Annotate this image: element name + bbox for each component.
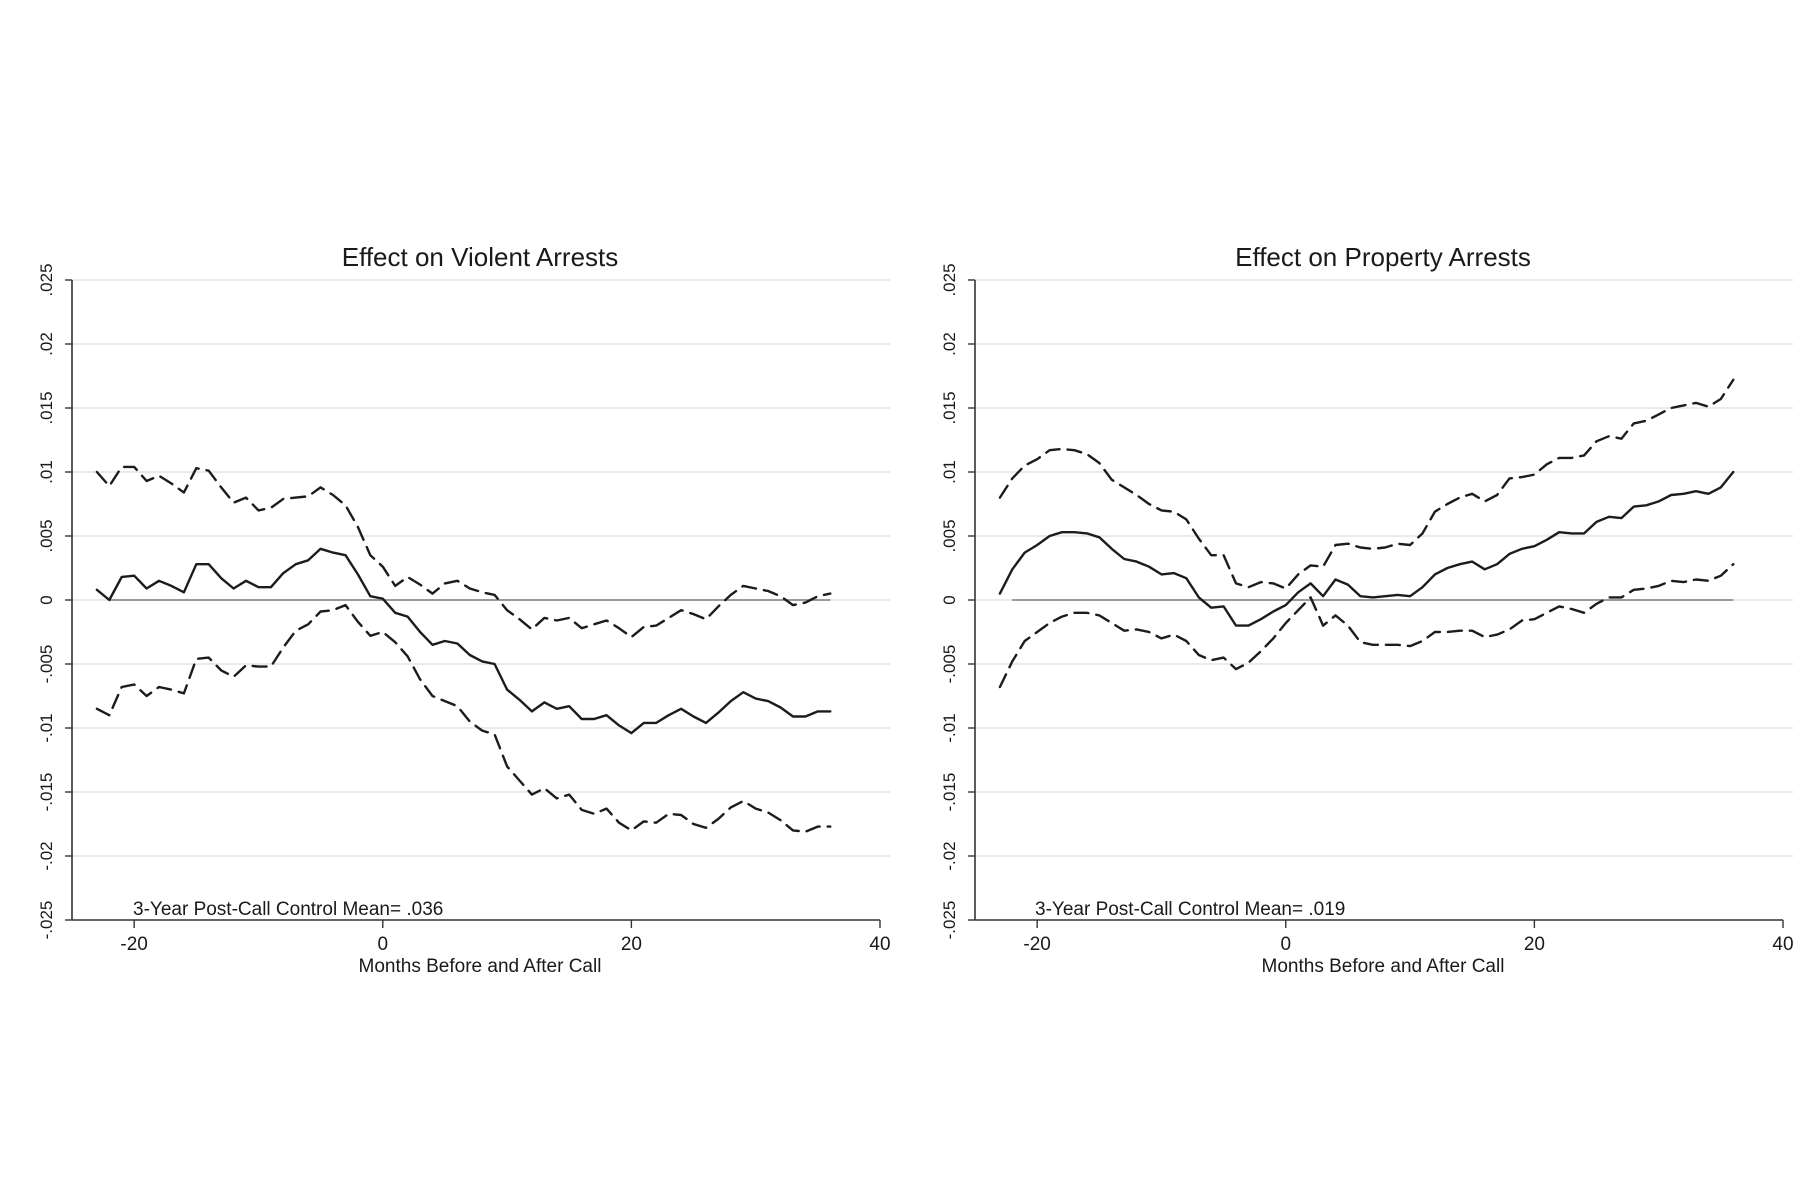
estimate-line — [998, 470, 1735, 627]
x-tick-label: -20 — [1023, 934, 1050, 955]
lower-confidence-line — [998, 563, 1735, 689]
y-tick-label: -.025 — [37, 901, 56, 940]
y-tick-label: .005 — [37, 519, 56, 552]
y-tick-label: .015 — [940, 391, 959, 424]
y-tick-label: -.01 — [940, 713, 959, 742]
x-tick-label: 40 — [869, 934, 890, 955]
y-tick-label: .025 — [940, 263, 959, 296]
chart-title: Effect on Violent Arrests — [342, 242, 619, 272]
y-tick-label: .02 — [940, 332, 959, 356]
y-tick-label: .02 — [37, 332, 56, 356]
x-axis-label: Months Before and After Call — [1262, 956, 1505, 977]
y-tick-label: -.025 — [940, 901, 959, 940]
x-tick-label: 40 — [1772, 934, 1793, 955]
x-tick-label: 0 — [377, 934, 388, 955]
upper-confidence-line — [95, 465, 832, 639]
panel-property-arrests: Effect on Property Arrests 3-Year Post-C… — [940, 242, 1794, 977]
lower-confidence-line — [95, 603, 832, 833]
y-tick-label: -.015 — [940, 773, 959, 812]
control-mean-annotation: 3-Year Post-Call Control Mean= .036 — [133, 899, 443, 920]
y-tick-label: -.015 — [37, 773, 56, 812]
control-mean-annotation: 3-Year Post-Call Control Mean= .019 — [1035, 899, 1345, 920]
x-axis-label: Months Before and After Call — [359, 956, 602, 977]
y-tick-label: .01 — [940, 460, 959, 484]
x-tick-label: 0 — [1280, 934, 1291, 955]
y-tick-label: .01 — [37, 460, 56, 484]
x-tick-label: 20 — [621, 934, 642, 955]
x-tick-label: 20 — [1524, 934, 1545, 955]
y-tick-label: -.02 — [940, 841, 959, 870]
y-tick-label: .025 — [37, 263, 56, 296]
y-tick-label: 0 — [940, 595, 959, 604]
y-tick-label: .005 — [940, 519, 959, 552]
y-tick-label: -.01 — [37, 713, 56, 742]
y-tick-label: -.005 — [940, 645, 959, 684]
y-tick-label: .015 — [37, 391, 56, 424]
x-tick-label: -20 — [120, 934, 147, 955]
panel-violent-arrests: Effect on Violent Arrests 3-Year Post-Ca… — [37, 242, 891, 977]
estimate-line — [95, 547, 832, 735]
y-tick-label: 0 — [37, 595, 56, 604]
chart-title: Effect on Property Arrests — [1235, 242, 1531, 272]
y-tick-label: -.005 — [37, 645, 56, 684]
upper-confidence-line — [998, 378, 1735, 590]
y-tick-label: -.02 — [37, 841, 56, 870]
